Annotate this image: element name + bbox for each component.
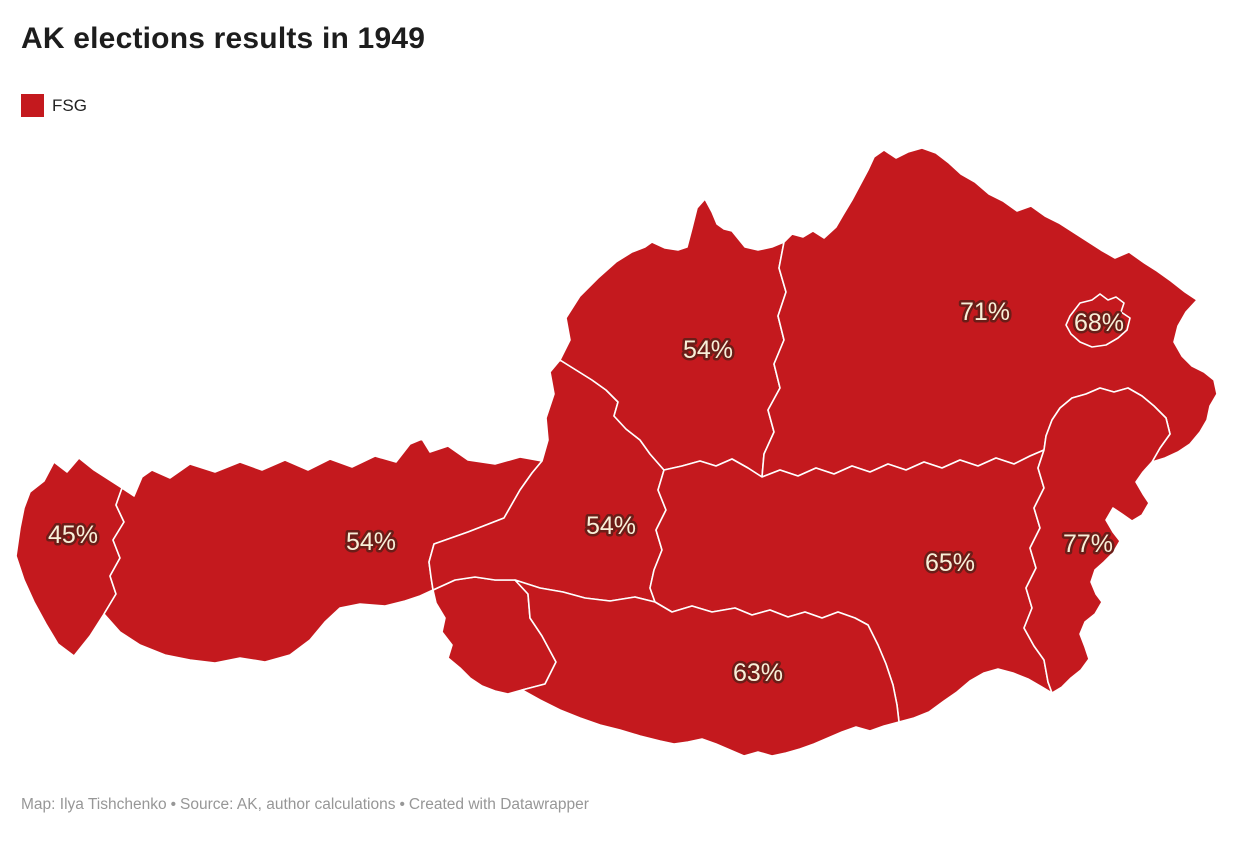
region-vienna[interactable]	[1065, 293, 1131, 348]
region-vorarlberg[interactable]	[15, 457, 125, 657]
region-label-vienna: 68%	[1074, 309, 1124, 337]
legend: FSG	[21, 94, 87, 117]
region-carinthia[interactable]	[514, 579, 900, 757]
region-label-tyrol: 54%	[346, 528, 396, 556]
region-burgenland[interactable]	[1023, 387, 1171, 694]
austria-choropleth-map: 45% 54% 54% 54% 71% 68% 77% 65% 63%	[15, 147, 1218, 757]
legend-color-swatch	[21, 94, 44, 117]
region-label-vorarlberg: 45%	[48, 521, 98, 549]
source-credit: Source: AK, author calculations	[180, 796, 396, 813]
datawrapper-link[interactable]: Created with Datawrapper	[408, 796, 589, 813]
region-label-salzburg: 54%	[586, 512, 636, 540]
page-title: AK elections results in 1949	[21, 22, 426, 55]
footer-separator: •	[399, 796, 405, 813]
region-label-carinthia: 63%	[733, 659, 783, 687]
region-label-burgenland: 77%	[1063, 530, 1113, 558]
attribution-footer: Map: Ilya Tishchenko • Source: AK, author …	[21, 796, 589, 814]
region-label-upper-austria: 54%	[683, 336, 733, 364]
footer-separator: •	[170, 796, 177, 813]
map-credit: Map: Ilya Tishchenko	[21, 796, 167, 813]
legend-item-label: FSG	[52, 95, 87, 115]
region-label-lower-austria: 71%	[960, 298, 1010, 326]
region-label-styria: 65%	[925, 549, 975, 577]
